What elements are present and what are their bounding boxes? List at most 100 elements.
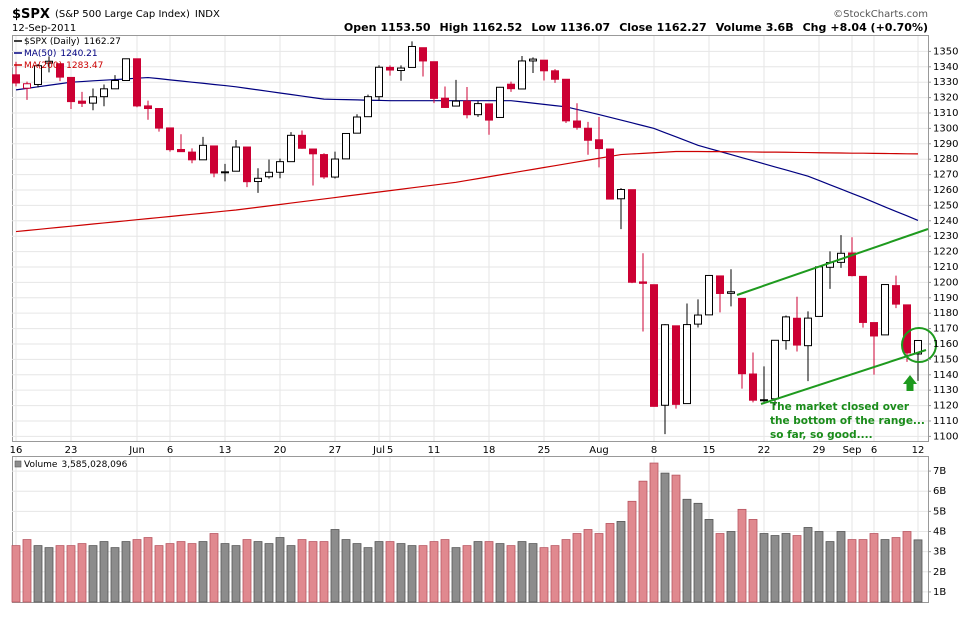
y-tick-label: 1310 — [933, 108, 958, 119]
quote-label: Open — [344, 21, 377, 34]
candle-body — [661, 324, 669, 406]
volume-bar — [396, 543, 406, 603]
candle-body — [727, 291, 735, 294]
volume-bar — [891, 537, 901, 603]
volume-bar — [814, 531, 824, 603]
volume-bar — [330, 529, 340, 603]
candle-body — [221, 171, 229, 174]
volume-bar — [550, 545, 560, 603]
volume-bar — [220, 543, 230, 603]
candle-body — [265, 171, 273, 178]
candle-body — [793, 317, 801, 346]
volume-bar — [748, 519, 758, 603]
moving-average-line — [15, 150, 919, 233]
candle-body — [232, 146, 240, 172]
candle-body — [650, 284, 658, 407]
volume-bar — [913, 539, 923, 603]
annotation: so far, so good.... — [770, 429, 873, 441]
volume-bar — [473, 541, 483, 603]
volume-bar — [242, 539, 252, 603]
volume-bar — [275, 537, 285, 603]
legend-value: 3,585,028,096 — [61, 460, 127, 470]
candle-body — [144, 105, 152, 110]
legend-name: $SPX (Daily) — [24, 37, 80, 47]
candle-body — [903, 304, 911, 354]
annotation: The market closed over — [770, 401, 910, 413]
candle-body — [111, 80, 119, 90]
y-tick-label: 1340 — [933, 62, 958, 73]
y-tick-label: 1180 — [933, 308, 958, 319]
candle-body — [760, 399, 768, 402]
volume-bar — [143, 537, 153, 603]
volume-bar — [110, 547, 120, 603]
candle-body — [617, 189, 625, 200]
candle-body — [562, 78, 570, 122]
volume-bar — [154, 545, 164, 603]
volume-bar — [286, 545, 296, 603]
candle-body — [848, 252, 856, 277]
candle-body — [177, 148, 185, 153]
candle-body — [89, 96, 97, 104]
volume-bar — [352, 543, 362, 603]
volume-bar — [363, 547, 373, 603]
volume-bar — [847, 539, 857, 603]
candle-body — [507, 83, 515, 90]
volume-bar — [583, 529, 593, 603]
candle-body — [100, 88, 108, 98]
volume-bar — [176, 541, 186, 603]
volume-bar — [528, 543, 538, 603]
candle-body — [716, 275, 724, 294]
legend-name: Volume — [24, 460, 58, 470]
quote-value: 1153.50 — [380, 21, 430, 34]
y-tick-label: 4B — [933, 527, 946, 538]
source: ©StockCharts.com — [833, 9, 928, 20]
candle-body — [67, 76, 75, 103]
volume-bar — [682, 498, 692, 603]
x-tick-label: 20 — [274, 445, 287, 456]
volume-bar — [440, 539, 450, 603]
subtitle: (S&P 500 Large Cap Index) — [55, 9, 190, 20]
legend-name: MA(50) — [24, 49, 56, 59]
volume-bar — [99, 541, 109, 603]
candle-body — [243, 146, 251, 183]
candle-body — [573, 120, 581, 128]
candle-body — [628, 189, 636, 283]
y-tick-label: 1130 — [933, 385, 958, 396]
y-tick-label: 1250 — [933, 200, 958, 211]
volume-bar — [22, 539, 32, 603]
legend-entry: $SPX (Daily) 1162.27 — [24, 37, 121, 47]
candle-body — [705, 274, 713, 316]
volume-bar — [55, 545, 65, 603]
x-tick-label: 27 — [329, 445, 342, 456]
legend-swatch — [14, 460, 22, 468]
volume-bar — [759, 533, 769, 603]
candle-body — [12, 74, 20, 84]
volume-bar — [33, 545, 43, 603]
volume-bar — [539, 547, 549, 603]
x-tick-label: 16 — [10, 445, 23, 456]
candle-body — [771, 339, 779, 400]
quote-value: +8.04 (+0.70%) — [830, 21, 928, 34]
candle-body — [540, 59, 548, 72]
candle-body — [78, 100, 86, 104]
y-tick-label: 1150 — [933, 354, 958, 365]
candle-body — [672, 325, 680, 405]
candle-body — [584, 127, 592, 141]
x-tick-label: 15 — [703, 445, 716, 456]
candle-body — [749, 373, 757, 401]
candle-body — [375, 66, 383, 98]
volume-bar — [869, 533, 879, 603]
volume-bar — [462, 545, 472, 603]
volume-bar — [660, 472, 670, 603]
candle-body — [199, 144, 207, 161]
candle-body — [133, 58, 141, 107]
candle-body — [419, 47, 427, 62]
lower-trend-line — [760, 349, 927, 405]
y-tick-label: 2B — [933, 567, 946, 578]
y-tick-label: 1120 — [933, 401, 958, 412]
volume-bar — [671, 474, 681, 603]
y-tick-label: 1230 — [933, 231, 958, 242]
candle-body — [859, 275, 867, 323]
y-tick-label: 1B — [933, 587, 946, 598]
volume-bar — [605, 523, 615, 603]
